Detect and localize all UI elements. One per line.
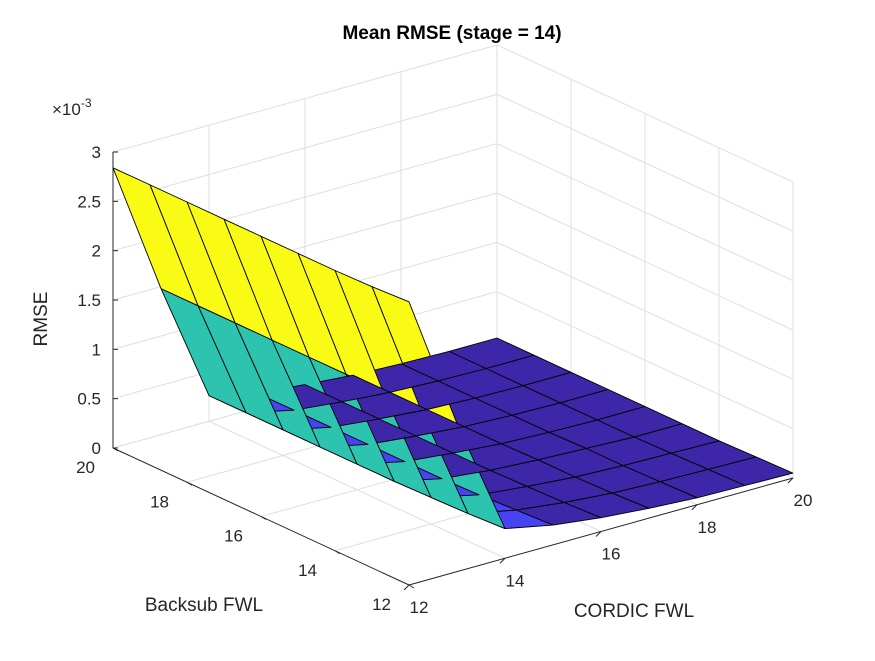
y-tick-mark: [334, 550, 341, 555]
chart-title: Mean RMSE (stage = 14): [342, 23, 561, 44]
x-tick-label: 16: [602, 545, 621, 564]
z-axis-label: RMSE: [31, 292, 52, 347]
z-tick-label: 1.5: [77, 291, 101, 310]
y-tick-mark: [260, 516, 267, 520]
z-tick-label: 3: [92, 143, 101, 162]
y-tick-mark: [408, 584, 415, 589]
x-tick-label: 20: [794, 491, 813, 510]
z-tick-label: 1: [92, 340, 101, 359]
x-tick-mark: [499, 557, 506, 564]
surface-layer: [112, 167, 794, 530]
grid-line: [496, 143, 794, 282]
x-tick-mark: [787, 477, 794, 484]
z-tick-label: 2.5: [77, 192, 101, 211]
y-tick-label: 20: [76, 458, 95, 477]
x-tick-mark: [595, 531, 602, 537]
y-tick-mark: [186, 481, 193, 486]
grid-line: [112, 44, 498, 153]
x-tick-label: 14: [506, 571, 525, 590]
y-tick-label: 16: [224, 527, 243, 546]
z-exponent-label: ×10-3: [52, 96, 92, 119]
y-axis-label: Backsub FWL: [145, 595, 263, 616]
y-tick-label: 18: [150, 492, 169, 511]
y-tick-label: 12: [372, 595, 391, 614]
grid-line: [496, 93, 794, 232]
x-tick-mark: [403, 584, 410, 591]
x-tick-label: 12: [410, 598, 429, 617]
grid-line: [496, 44, 794, 183]
x-tick-mark: [691, 504, 698, 511]
x-axis-label: CORDIC FWL: [574, 601, 694, 622]
z-exponent-base: ×10: [52, 100, 81, 119]
grid-line: [496, 241, 794, 380]
grid-line: [496, 192, 794, 331]
z-exponent-power: -3: [81, 96, 92, 110]
grid-line: [496, 291, 794, 430]
z-tick-label: 2: [92, 242, 101, 261]
x-tick-label: 18: [698, 518, 717, 537]
z-tick-label: 0.5: [77, 390, 101, 409]
surface-patch: [112, 167, 199, 307]
z-tick-label: 0: [92, 439, 101, 458]
grid-line: [112, 93, 498, 202]
y-tick-label: 14: [298, 561, 317, 580]
